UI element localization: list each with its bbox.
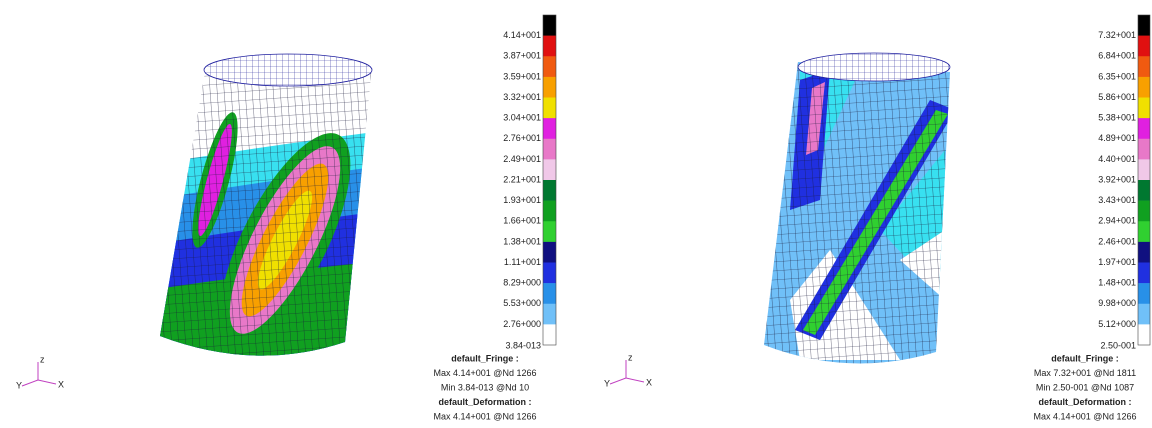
legend-label: 4.14+001 (503, 30, 541, 40)
legend-swatch (1138, 15, 1150, 36)
axis-label: z (40, 354, 45, 364)
legend-label: 7.32+001 (1098, 30, 1136, 40)
legend-swatch (543, 241, 556, 263)
legend-swatch (543, 76, 556, 98)
legend-label: 5.12+000 (1098, 319, 1136, 329)
axis-label: X (646, 377, 652, 387)
legend-swatch (543, 200, 556, 222)
legend-label: 2.50-001 (1100, 340, 1136, 350)
legend-label: 2.21+001 (503, 174, 541, 184)
legend-label: 5.53+000 (503, 298, 541, 308)
legend-swatch (543, 262, 556, 284)
legend-label: 3.04+001 (503, 113, 541, 123)
legend-label: 1.38+001 (503, 236, 541, 246)
legend-label: 3.87+001 (503, 51, 541, 61)
legend-label: 6.35+001 (1098, 71, 1136, 81)
legend-swatch (1138, 56, 1150, 78)
legend-swatch (543, 283, 556, 305)
legend-swatch (1138, 241, 1150, 263)
legend-label: 6.84+001 (1098, 51, 1136, 61)
legend-label: 3.59+001 (503, 71, 541, 81)
legend-swatch (1138, 303, 1150, 325)
legend-label: 2.94+001 (1098, 216, 1136, 226)
legend-label: 3.92+001 (1098, 174, 1136, 184)
legend-label: 1.66+001 (503, 216, 541, 226)
axis-triad-left (21, 362, 57, 387)
legend-label: 2.46+001 (1098, 236, 1136, 246)
legend-swatch (543, 180, 556, 201)
legend-frame (542, 14, 557, 346)
legend-swatch (543, 97, 556, 119)
legend-swatch (543, 35, 556, 57)
legend-label: 2.76+000 (503, 319, 541, 329)
info-text: default_Deformation : (1038, 397, 1131, 407)
legend-swatch (1138, 283, 1150, 305)
info-text: default_Fringe : (1051, 353, 1119, 363)
axis-label: Y (604, 378, 610, 388)
legend-swatch (1138, 118, 1150, 140)
legend-swatch (543, 138, 556, 160)
legend-swatch (1138, 324, 1150, 346)
info-text: default_Deformation : (438, 397, 531, 407)
legend-label: 5.38+001 (1098, 113, 1136, 123)
legend-label: 3.32+001 (503, 92, 541, 102)
legend-label: 4.40+001 (1098, 154, 1136, 164)
info-text: Max 7.32+001 @Nd 1811 (1034, 368, 1136, 378)
axis-label: z (628, 352, 633, 362)
legend-label: 2.76+001 (503, 133, 541, 143)
axis-triad-right (609, 360, 645, 385)
legend-swatch (1138, 262, 1150, 284)
legend-swatch (543, 118, 556, 140)
legend-swatch (1138, 221, 1150, 243)
legend-swatch (543, 159, 556, 181)
legend-label: 3.84-013 (505, 340, 541, 350)
legend-label: 1.48+001 (1098, 278, 1136, 288)
legend-swatch (543, 324, 556, 346)
info-text: Max 4.14+001 @Nd 1266 (1034, 411, 1137, 421)
legend-label: 2.49+001 (503, 154, 541, 164)
legend-swatch (543, 221, 556, 243)
legend-swatch (1138, 76, 1150, 98)
legend-label: 3.43+001 (1098, 195, 1136, 205)
cylinder-right (764, 52, 951, 364)
legend-swatch (1138, 159, 1150, 181)
legend-label: 1.11+001 (504, 257, 541, 267)
info-text: Max 4.14+001 @Nd 1266 (434, 411, 537, 421)
info-text: Min 2.50-001 @Nd 1087 (1036, 382, 1134, 392)
info-text: Min 3.84-013 @Nd 10 (441, 382, 529, 392)
legend-label: 4.89+001 (1098, 133, 1136, 143)
legend-label: 1.97+001 (1098, 257, 1136, 267)
cylinder-left (160, 53, 373, 356)
legend-swatch (1138, 35, 1150, 57)
info-text: Max 4.14+001 @Nd 1266 (434, 368, 537, 378)
legend-label: 5.86+001 (1098, 92, 1136, 102)
axis-label: Y (16, 380, 22, 390)
legend-swatch (543, 56, 556, 78)
legend-swatch (543, 303, 556, 325)
legend-swatch (1138, 180, 1150, 201)
legend-label: 1.93+001 (503, 195, 541, 205)
legend-label: 9.98+000 (1098, 298, 1136, 308)
legend-frame (1137, 14, 1151, 346)
info-text: default_Fringe : (451, 353, 519, 363)
legend-label: 8.29+000 (503, 278, 541, 288)
axis-label: X (58, 379, 64, 389)
legend-swatch (1138, 200, 1150, 222)
legend-swatch (1138, 138, 1150, 160)
legend-swatch (543, 15, 556, 36)
legend-swatch (1138, 97, 1150, 119)
